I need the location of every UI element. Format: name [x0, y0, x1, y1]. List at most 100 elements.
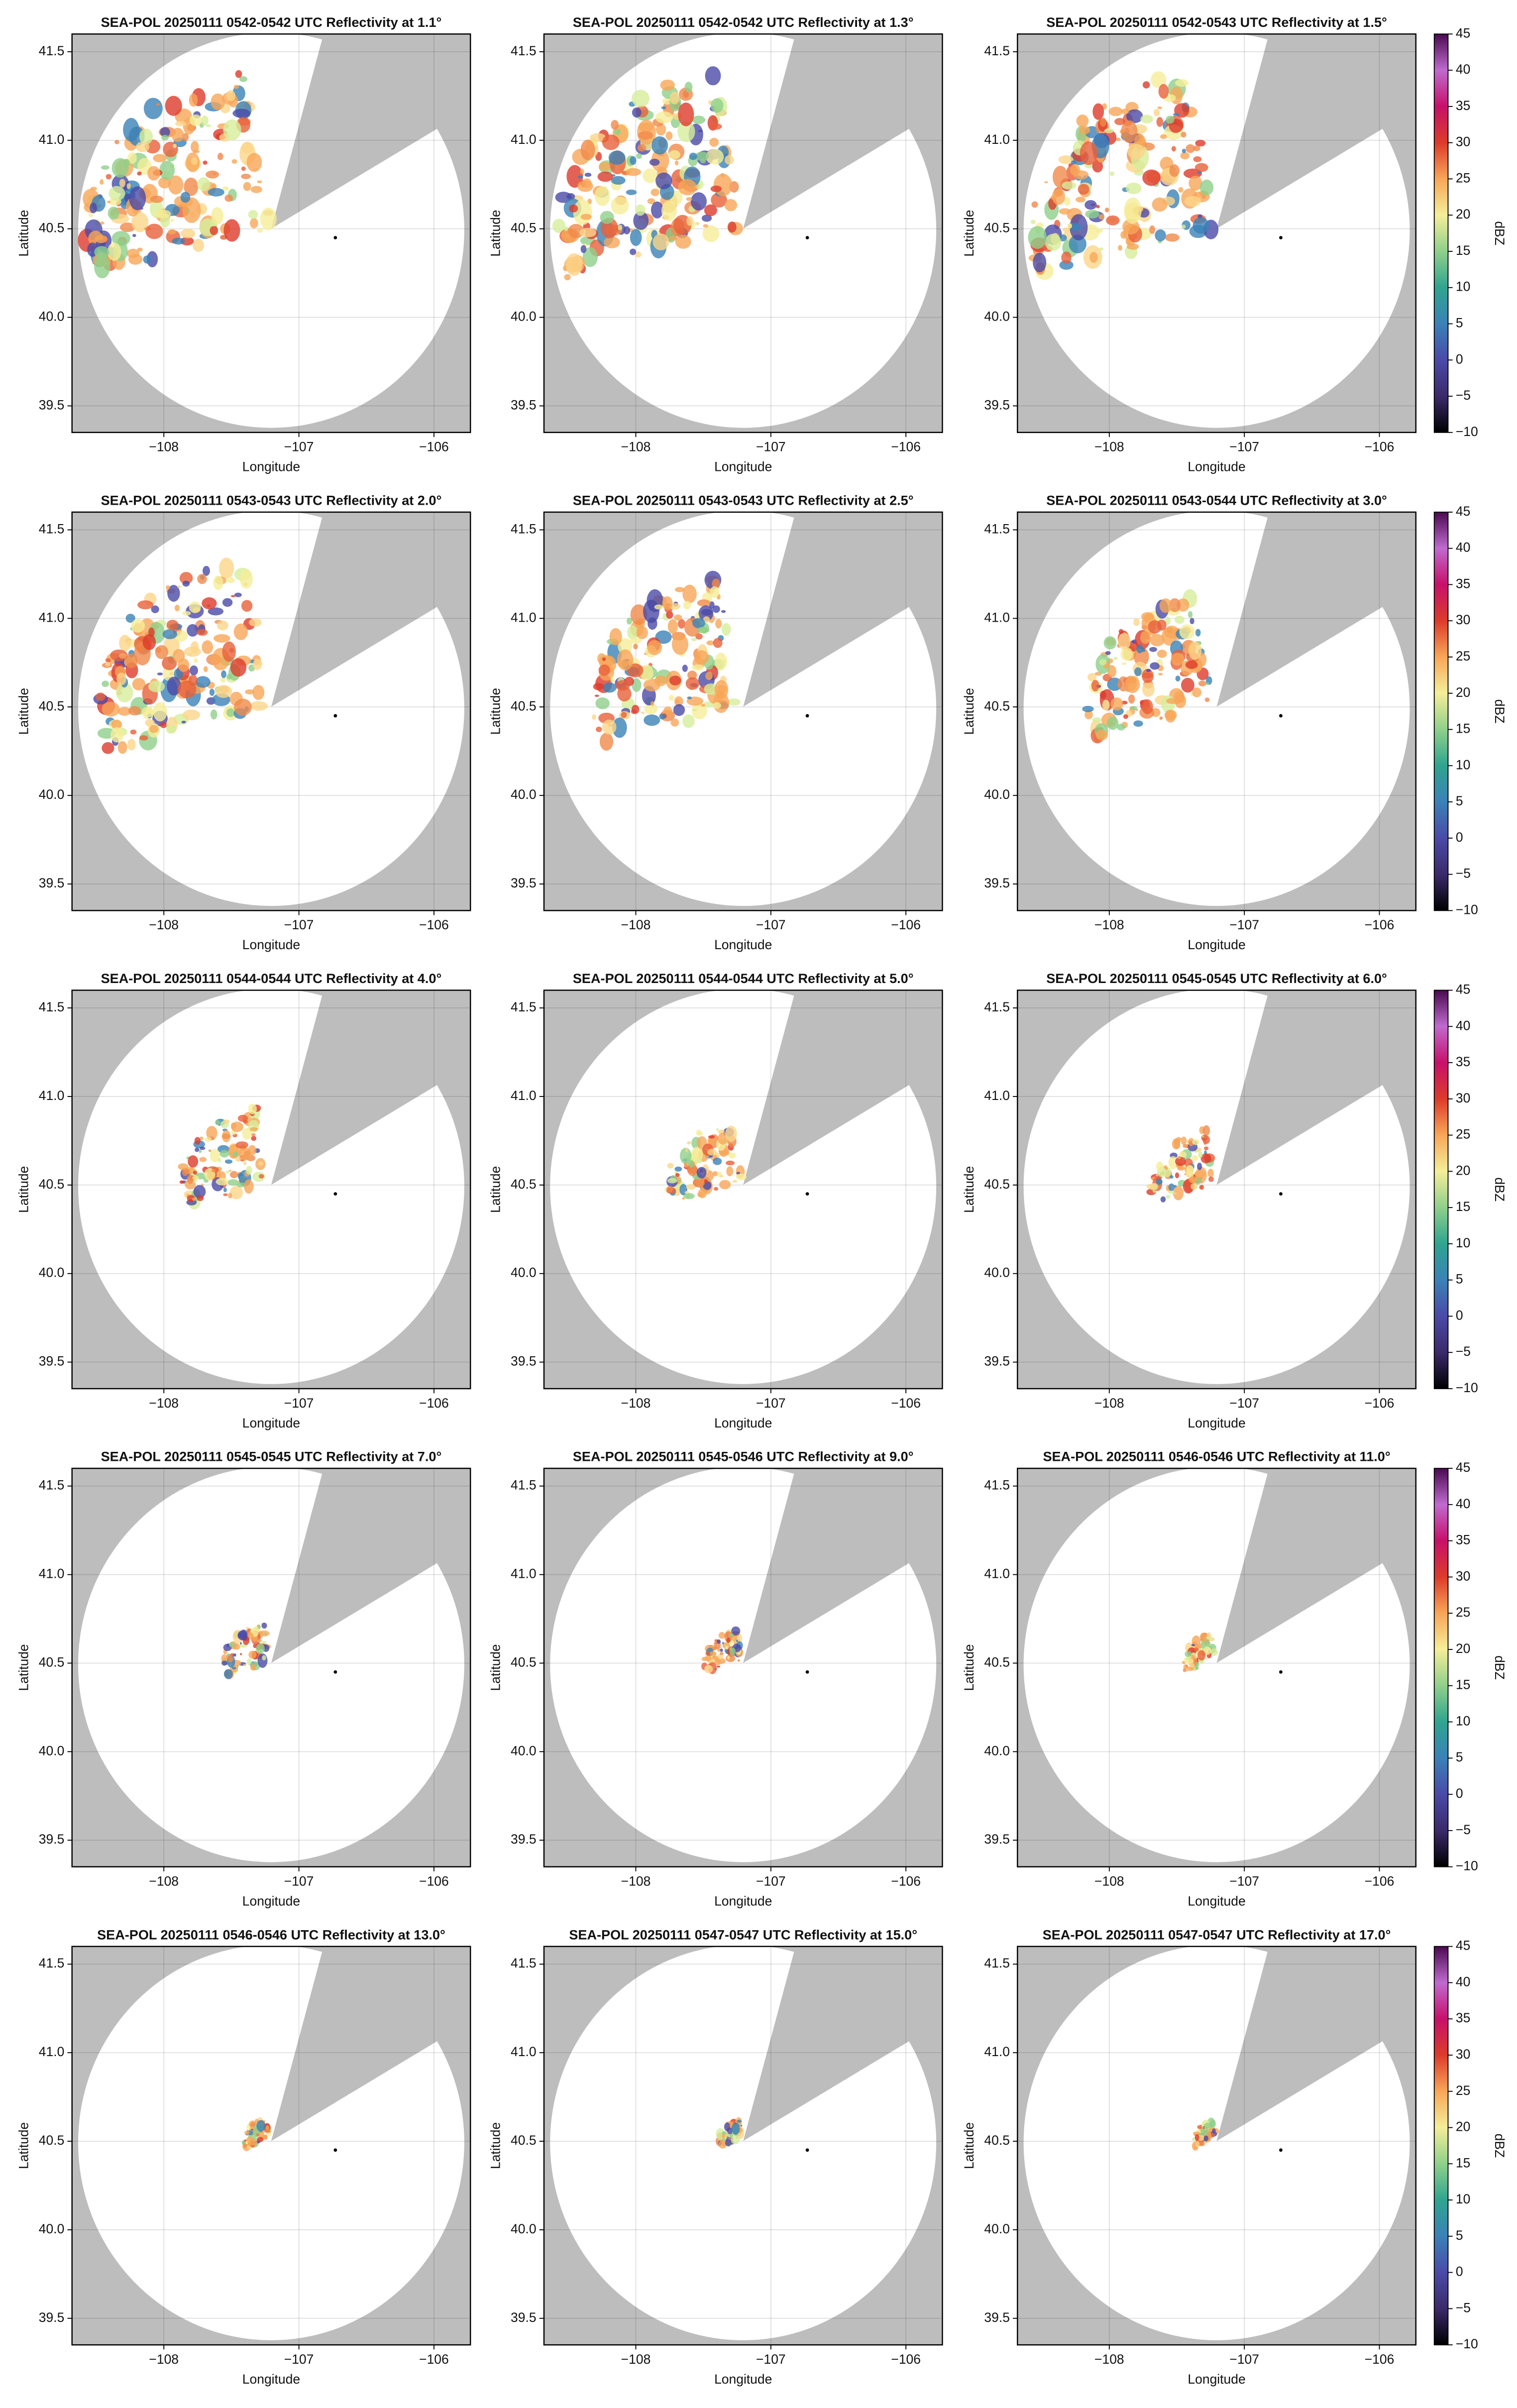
echo [1177, 1156, 1181, 1159]
echo [618, 224, 623, 230]
echo [1198, 680, 1206, 686]
echo [729, 1647, 736, 1656]
echo [1166, 115, 1175, 124]
echo [630, 604, 648, 625]
echo [714, 1187, 719, 1191]
colorbar-tick-label: 15 [1456, 243, 1470, 258]
colorbar-label: dBZ [1492, 2134, 1507, 2158]
echo [189, 93, 198, 107]
plot-area [1017, 512, 1416, 911]
y-tick-label: 41.0 [511, 1566, 537, 1581]
colorbar-tick-label: −5 [1456, 1822, 1471, 1837]
echo [1030, 219, 1036, 224]
colorbar-tick-label: 30 [1456, 134, 1470, 149]
echo [1150, 634, 1165, 647]
echo [721, 623, 731, 636]
echo-field [1028, 71, 1219, 280]
echo [166, 725, 177, 734]
blocked-sector [743, 1946, 943, 2141]
echo [1113, 657, 1118, 660]
y-tick-label: 39.5 [39, 876, 65, 890]
echo [1099, 690, 1106, 699]
echo [580, 245, 587, 253]
echo [609, 628, 622, 646]
colorbar-tick-label: 30 [1456, 612, 1470, 627]
echo [1095, 730, 1108, 741]
echo [1202, 1646, 1212, 1655]
echo [1138, 207, 1144, 212]
echo [235, 1141, 248, 1149]
echo [713, 174, 733, 197]
echo [737, 2119, 742, 2123]
echo [222, 598, 233, 607]
x-tick-label: −107 [756, 917, 786, 932]
echo [684, 1191, 689, 1194]
echo-field [592, 570, 741, 751]
colorbar-tick-label: 40 [1456, 1018, 1470, 1033]
echo [1188, 1138, 1194, 1146]
echo [206, 124, 212, 127]
x-tick-label: −108 [621, 2352, 651, 2367]
panel: −108 −107 −106 39.5 40.0 40.5 41.0 41.5 SEA-POL … [962, 493, 1507, 953]
echo [1186, 144, 1195, 153]
echo [228, 1642, 235, 1647]
echo [1158, 672, 1163, 676]
echo [123, 117, 139, 142]
y-axis-label: Latitude [16, 688, 31, 735]
echo [1152, 197, 1168, 212]
x-tick-label: −108 [1094, 439, 1124, 454]
colorbar-tick-label: 40 [1456, 1974, 1470, 1989]
echo [1192, 687, 1201, 697]
echo [1188, 641, 1202, 660]
colorbar-tick-label: 35 [1456, 1532, 1470, 1547]
echo [258, 1174, 264, 1179]
echo [116, 682, 133, 703]
echo [709, 123, 722, 130]
x-tick-label: −108 [621, 1873, 651, 1888]
echo [223, 1193, 228, 1197]
echo [686, 216, 694, 226]
echo [1190, 1142, 1193, 1145]
echo [695, 221, 700, 225]
echo [682, 584, 697, 604]
echo [211, 1169, 217, 1172]
y-tick-label: 39.5 [984, 1354, 1010, 1369]
y-axis-label: Latitude [962, 1644, 976, 1691]
echo [1160, 134, 1167, 139]
echo [698, 1188, 707, 1199]
echo [193, 238, 205, 252]
echo [718, 2140, 727, 2149]
echo [193, 1185, 206, 1199]
echo [154, 210, 171, 219]
x-tick-label: −106 [1365, 917, 1395, 932]
echo [722, 2134, 725, 2138]
echo [584, 173, 592, 177]
colorbar-tick-label: 25 [1456, 1127, 1470, 1142]
x-axis-label: Longitude [242, 1893, 300, 1908]
echo [731, 2135, 740, 2145]
echo [223, 119, 241, 140]
x-tick-label: −106 [419, 917, 449, 932]
echo [697, 599, 711, 607]
echo [240, 1653, 242, 1655]
y-tick-label: 40.5 [511, 1177, 537, 1192]
echo [661, 106, 666, 109]
echo [1185, 1145, 1188, 1148]
echo [195, 676, 211, 688]
echo [1171, 653, 1185, 666]
echo [1191, 1644, 1195, 1646]
echo [1140, 631, 1151, 644]
echo [233, 623, 248, 641]
y-tick-label: 41.5 [39, 1956, 65, 1970]
axes-frame [71, 989, 471, 1390]
plot-area [72, 512, 471, 911]
y-tick-label: 41.5 [511, 43, 537, 58]
blocked-sector [1216, 990, 1416, 1185]
echo [691, 702, 707, 720]
echo [1185, 1658, 1194, 1664]
echo [180, 236, 194, 246]
echo [117, 741, 127, 754]
echo [1197, 1162, 1202, 1170]
echo [245, 689, 255, 695]
echo [1192, 1155, 1198, 1161]
